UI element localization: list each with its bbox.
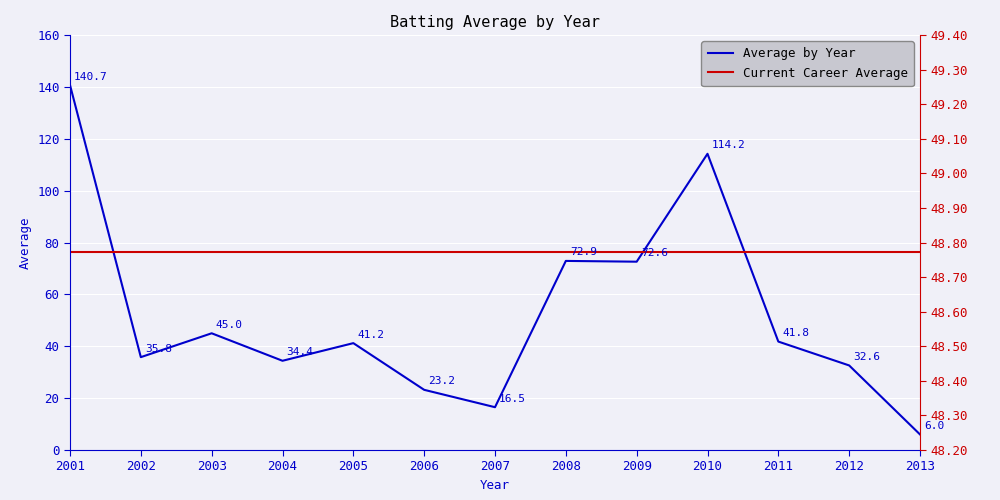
Text: 16.5: 16.5 bbox=[499, 394, 526, 404]
Average by Year bbox=[843, 362, 855, 368]
Average by Year bbox=[702, 151, 714, 157]
Average by Year bbox=[135, 354, 147, 360]
Average by Year bbox=[914, 432, 926, 438]
Text: 34.4: 34.4 bbox=[287, 347, 314, 357]
Average by Year bbox=[206, 330, 218, 336]
Average by Year bbox=[347, 340, 359, 346]
Text: 45.0: 45.0 bbox=[216, 320, 243, 330]
Average by Year bbox=[276, 358, 289, 364]
Text: 35.8: 35.8 bbox=[145, 344, 172, 353]
Average by Year bbox=[64, 82, 76, 88]
Text: 72.9: 72.9 bbox=[570, 248, 597, 258]
Average by Year bbox=[489, 404, 501, 410]
Text: 41.2: 41.2 bbox=[357, 330, 384, 340]
Average by Year bbox=[560, 258, 572, 264]
Text: 32.6: 32.6 bbox=[853, 352, 880, 362]
Text: 140.7: 140.7 bbox=[74, 72, 108, 82]
Line: Average by Year: Average by Year bbox=[70, 85, 920, 434]
Text: 23.2: 23.2 bbox=[428, 376, 455, 386]
Title: Batting Average by Year: Batting Average by Year bbox=[390, 14, 600, 30]
Legend: Average by Year, Current Career Average: Average by Year, Current Career Average bbox=[701, 42, 914, 86]
Text: 114.2: 114.2 bbox=[712, 140, 745, 150]
X-axis label: Year: Year bbox=[480, 479, 510, 492]
Average by Year bbox=[631, 258, 643, 264]
Text: 72.6: 72.6 bbox=[641, 248, 668, 258]
Average by Year bbox=[418, 387, 430, 393]
Text: 41.8: 41.8 bbox=[782, 328, 809, 338]
Y-axis label: Average: Average bbox=[19, 216, 32, 269]
Average by Year bbox=[772, 338, 784, 344]
Text: 6.0: 6.0 bbox=[924, 421, 944, 431]
